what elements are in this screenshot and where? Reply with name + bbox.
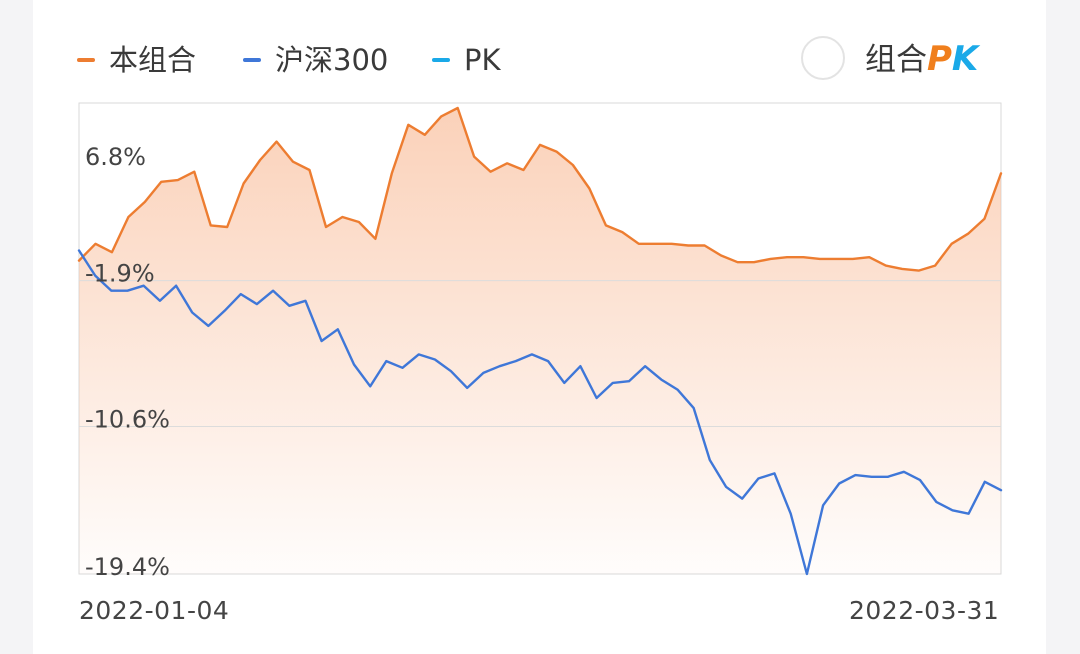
y-tick-label: 6.8%	[85, 143, 146, 171]
pk-logo-text: PK	[927, 39, 978, 79]
pk-toggle-prefix: 组合	[865, 42, 927, 78]
y-tick-label: -1.9%	[85, 260, 155, 288]
pk-logo-k: K	[951, 39, 979, 79]
y-tick-label: -19.4%	[85, 553, 170, 581]
legend-item-csi300[interactable]: 沪深300	[243, 40, 388, 80]
legend-item-portfolio[interactable]: 本组合	[77, 40, 196, 80]
y-tick-label: -10.6%	[85, 405, 170, 433]
x-tick-start: 2022-01-04	[79, 596, 230, 625]
legend-label-portfolio: 本组合	[109, 43, 197, 77]
legend-swatch-csi300	[243, 58, 261, 62]
legend-swatch-pk	[432, 58, 450, 62]
legend-item-pk[interactable]: PK	[432, 40, 501, 80]
pk-toggle-label[interactable]: 组合PK	[865, 36, 978, 80]
legend-label-csi300: 沪深300	[275, 43, 389, 77]
series-line-0	[77, 106, 1003, 272]
legend-swatch-portfolio	[77, 58, 95, 62]
pk-toggle-radio[interactable]	[801, 36, 845, 80]
series-line-1	[77, 249, 1003, 576]
legend-label-pk: PK	[464, 43, 501, 77]
pk-logo-p: P	[927, 39, 952, 79]
x-tick-end: 2022-03-31	[849, 596, 1000, 625]
portfolio-area-fill	[79, 108, 1001, 574]
